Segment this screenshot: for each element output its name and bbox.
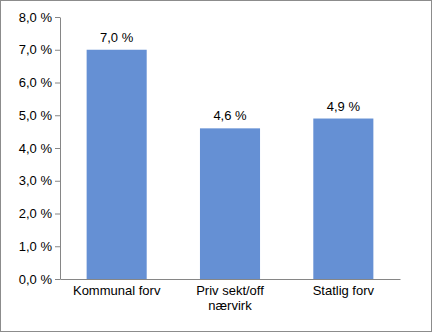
data-labels: 7,0 % 4,6 % 4,9 %	[100, 30, 360, 124]
y-tick-mark	[55, 246, 60, 247]
y-tick-mark	[55, 279, 60, 280]
bar	[313, 119, 373, 279]
y-tick-mark	[55, 115, 60, 116]
x-tick-label: Kommunal forv	[73, 283, 161, 298]
y-axis: 0,0 % 1,0 % 2,0 % 3,0 % 4,0 % 5,0 % 6,0 % 7,0 %…	[19, 10, 61, 287]
y-tick-label: 7,0 %	[19, 42, 53, 57]
y-tick: 1,0 %	[19, 239, 60, 254]
y-tick-mark	[55, 50, 60, 51]
y-tick: 0,0 %	[19, 272, 60, 287]
y-tick-label: 1,0 %	[19, 239, 53, 254]
y-tick-label: 4,0 %	[19, 141, 53, 156]
y-tick-label: 8,0 %	[19, 10, 53, 25]
data-label: 4,9 %	[327, 99, 361, 114]
y-tick: 2,0 %	[19, 206, 60, 221]
y-tick-label: 3,0 %	[19, 173, 53, 188]
y-tick-mark	[55, 17, 60, 18]
x-tick: Kommunal forv	[73, 279, 161, 298]
bar	[200, 128, 260, 279]
x-tick: Statlig forv	[313, 279, 375, 298]
y-tick-label: 0,0 %	[19, 272, 53, 287]
y-tick: 5,0 %	[19, 108, 60, 123]
y-tick-mark	[55, 83, 60, 84]
x-axis: Kommunal forv Priv sekt/offnærvirk Statlig…	[61, 279, 401, 313]
y-tick-label: 2,0 %	[19, 206, 53, 221]
y-tick: 7,0 %	[19, 42, 60, 57]
y-tick-label: 6,0 %	[19, 75, 53, 90]
y-tick-label: 5,0 %	[19, 108, 53, 123]
y-tick-mark	[55, 214, 60, 215]
x-axis-line	[61, 279, 401, 280]
y-tick: 8,0 %	[19, 10, 60, 25]
bar	[87, 50, 147, 279]
data-label: 4,6 %	[213, 108, 247, 123]
x-tick-label: Priv sekt/offnærvirk	[196, 283, 264, 313]
y-tick-mark	[55, 181, 60, 182]
y-tick: 3,0 %	[19, 173, 60, 188]
data-label: 7,0 %	[100, 30, 134, 45]
bars	[87, 50, 374, 279]
y-tick: 4,0 %	[19, 141, 60, 156]
x-tick: Priv sekt/offnærvirk	[196, 279, 264, 313]
chart-frame	[1, 1, 432, 332]
y-tick-mark	[55, 148, 60, 149]
y-axis-line	[60, 18, 61, 280]
plot: 0,0 % 1,0 % 2,0 % 3,0 % 4,0 % 5,0 % 6,0 % 7,0 %…	[19, 10, 401, 314]
x-tick-label: Statlig forv	[313, 283, 375, 298]
chart: 0,0 % 1,0 % 2,0 % 3,0 % 4,0 % 5,0 % 6,0 % 7,0 %…	[0, 0, 432, 332]
y-tick: 6,0 %	[19, 75, 60, 90]
